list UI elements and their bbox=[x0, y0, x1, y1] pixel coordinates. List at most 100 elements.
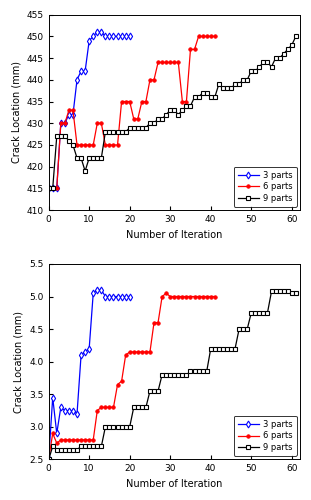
Line: 9 parts: 9 parts bbox=[46, 34, 298, 191]
9 parts bbox=[270, 288, 273, 294]
6 parts bbox=[160, 60, 164, 66]
3 parts bbox=[47, 456, 50, 462]
3 parts bbox=[120, 294, 123, 300]
Line: 3 parts: 3 parts bbox=[46, 30, 132, 191]
3 parts bbox=[87, 38, 91, 44]
6 parts bbox=[120, 98, 123, 104]
6 parts bbox=[152, 77, 156, 83]
6 parts bbox=[120, 378, 123, 384]
Line: 3 parts: 3 parts bbox=[46, 288, 132, 462]
3 parts bbox=[75, 77, 79, 83]
6 parts bbox=[132, 349, 136, 355]
6 parts bbox=[197, 294, 201, 300]
6 parts bbox=[160, 294, 164, 300]
6 parts bbox=[136, 116, 140, 122]
6 parts bbox=[176, 60, 180, 66]
9 parts bbox=[47, 456, 50, 462]
3 parts bbox=[128, 34, 132, 40]
6 parts bbox=[116, 382, 119, 388]
X-axis label: Number of Iteration: Number of Iteration bbox=[126, 479, 222, 489]
6 parts bbox=[201, 294, 205, 300]
6 parts bbox=[83, 142, 87, 148]
3 parts bbox=[128, 294, 132, 300]
6 parts bbox=[47, 456, 50, 462]
6 parts bbox=[128, 98, 132, 104]
6 parts bbox=[67, 437, 71, 443]
6 parts bbox=[209, 294, 213, 300]
6 parts bbox=[124, 98, 128, 104]
3 parts bbox=[83, 68, 87, 74]
6 parts bbox=[148, 77, 152, 83]
6 parts bbox=[59, 120, 63, 126]
3 parts bbox=[55, 186, 58, 192]
3 parts bbox=[124, 294, 128, 300]
3 parts bbox=[71, 112, 75, 117]
3 parts bbox=[63, 408, 67, 414]
6 parts bbox=[168, 60, 172, 66]
6 parts bbox=[75, 142, 79, 148]
6 parts bbox=[112, 404, 115, 410]
3 parts bbox=[104, 34, 107, 40]
6 parts bbox=[209, 34, 213, 40]
6 parts bbox=[144, 98, 148, 104]
6 parts bbox=[79, 437, 83, 443]
6 parts bbox=[176, 294, 180, 300]
3 parts bbox=[100, 29, 103, 35]
9 parts bbox=[112, 129, 115, 135]
6 parts bbox=[100, 404, 103, 410]
6 parts bbox=[164, 60, 168, 66]
6 parts bbox=[108, 142, 111, 148]
6 parts bbox=[95, 120, 99, 126]
6 parts bbox=[180, 98, 184, 104]
6 parts bbox=[108, 404, 111, 410]
6 parts bbox=[67, 107, 71, 113]
6 parts bbox=[55, 186, 58, 192]
6 parts bbox=[91, 437, 95, 443]
X-axis label: Number of Iteration: Number of Iteration bbox=[126, 230, 222, 239]
6 parts bbox=[104, 142, 107, 148]
3 parts bbox=[116, 34, 119, 40]
Y-axis label: Crack Location (mm): Crack Location (mm) bbox=[11, 62, 21, 164]
6 parts bbox=[213, 34, 217, 40]
9 parts bbox=[294, 34, 298, 40]
3 parts bbox=[116, 294, 119, 300]
3 parts bbox=[108, 34, 111, 40]
3 parts bbox=[79, 352, 83, 358]
6 parts bbox=[156, 320, 160, 326]
3 parts bbox=[55, 430, 58, 436]
6 parts bbox=[71, 107, 75, 113]
3 parts bbox=[71, 408, 75, 414]
6 parts bbox=[148, 349, 152, 355]
3 parts bbox=[87, 346, 91, 352]
6 parts bbox=[201, 34, 205, 40]
9 parts bbox=[67, 138, 71, 143]
3 parts bbox=[100, 287, 103, 293]
6 parts bbox=[205, 34, 209, 40]
6 parts bbox=[51, 430, 54, 436]
6 parts bbox=[55, 440, 58, 446]
6 parts bbox=[63, 120, 67, 126]
6 parts bbox=[140, 98, 144, 104]
9 parts bbox=[290, 42, 294, 48]
9 parts bbox=[47, 186, 50, 192]
9 parts bbox=[168, 372, 172, 378]
Legend: 3 parts, 6 parts, 9 parts: 3 parts, 6 parts, 9 parts bbox=[234, 416, 297, 456]
6 parts bbox=[144, 349, 148, 355]
6 parts bbox=[193, 46, 197, 52]
6 parts bbox=[63, 437, 67, 443]
9 parts bbox=[67, 446, 71, 452]
Y-axis label: Crack Location (mm): Crack Location (mm) bbox=[14, 310, 24, 412]
Line: 6 parts: 6 parts bbox=[47, 292, 216, 461]
6 parts bbox=[168, 294, 172, 300]
6 parts bbox=[184, 98, 188, 104]
6 parts bbox=[128, 349, 132, 355]
3 parts bbox=[112, 34, 115, 40]
6 parts bbox=[180, 294, 184, 300]
3 parts bbox=[67, 112, 71, 117]
6 parts bbox=[172, 60, 176, 66]
9 parts bbox=[262, 60, 265, 66]
Line: 9 parts: 9 parts bbox=[46, 289, 298, 462]
6 parts bbox=[213, 294, 217, 300]
6 parts bbox=[164, 290, 168, 296]
6 parts bbox=[197, 34, 201, 40]
